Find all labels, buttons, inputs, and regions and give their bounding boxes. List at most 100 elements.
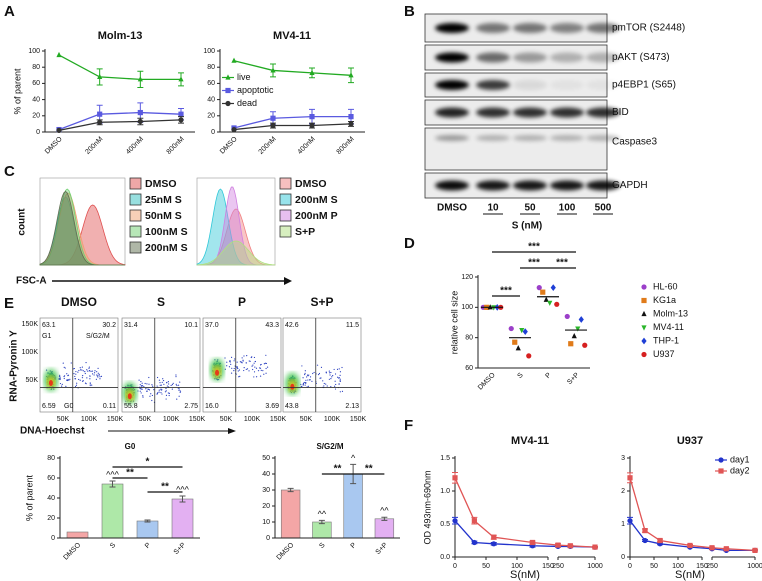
scatter-dot — [75, 370, 77, 373]
x-tick-label: 150K — [107, 416, 124, 423]
scatter-dot — [257, 370, 260, 372]
scatter-dot — [301, 365, 303, 367]
y-tick-label: 40 — [207, 96, 215, 103]
data-point — [491, 534, 497, 540]
data-point — [471, 539, 477, 546]
significance-label: *** — [556, 258, 568, 269]
data-point — [642, 528, 648, 534]
scatter-dot — [313, 371, 315, 374]
bar — [101, 483, 124, 539]
bar — [66, 531, 89, 539]
scatter-dot — [246, 355, 248, 357]
legend-marker — [641, 337, 647, 345]
gate-label: S/G2/M — [86, 333, 110, 340]
data-point — [231, 126, 237, 133]
scatter-dot — [159, 384, 161, 386]
blot-band — [513, 180, 547, 191]
scatter-dot — [259, 375, 262, 377]
significance-label: ** — [365, 464, 373, 475]
scatter-dot — [140, 380, 142, 383]
x-tick-label: 100K — [163, 416, 180, 423]
bar — [374, 518, 395, 539]
scatter-dot — [304, 370, 306, 372]
scatter-dot — [165, 387, 167, 390]
series-line — [58, 119, 182, 132]
blot-band — [513, 80, 547, 90]
protein-label: pmTOR (S2448) — [612, 23, 685, 34]
y-tick-label: 3 — [621, 455, 625, 462]
data-point — [723, 546, 729, 552]
blot-band — [435, 107, 469, 118]
scatter-x-label: DNA-Hoechst — [20, 426, 85, 437]
histogram-curve — [196, 240, 276, 266]
x-tick-label: S — [109, 542, 117, 550]
legend-label: HL-60 — [653, 281, 678, 291]
y-tick-label: 20 — [262, 503, 270, 510]
scatter-dot — [138, 379, 140, 381]
scatter-dot — [140, 392, 142, 394]
y-tick-label: 0 — [211, 129, 215, 136]
scatter-dot — [242, 359, 244, 361]
scatter-dot — [305, 382, 307, 384]
y-tick-label: 40 — [47, 495, 55, 502]
data-point — [687, 542, 693, 549]
scatter-dot — [304, 373, 306, 376]
scatter-dot — [162, 379, 165, 382]
scatter-dot — [229, 360, 231, 362]
legend-label: 200nM P — [295, 210, 338, 222]
data-point — [547, 300, 553, 306]
scatter-dot — [88, 366, 90, 368]
scatter-dot — [165, 394, 168, 396]
protein-label: BID — [612, 107, 629, 118]
blot-band — [435, 135, 469, 141]
data-point — [97, 119, 103, 125]
blot-x-label: S (nM) — [512, 221, 543, 232]
scatter-dot — [75, 373, 77, 375]
scatter-dot — [334, 373, 337, 375]
legend-swatch — [279, 193, 292, 206]
data-point — [571, 333, 577, 339]
scatter-dot — [328, 378, 330, 380]
protein-label: Caspase3 — [612, 137, 657, 148]
y-tick-label: 150K — [22, 321, 39, 328]
histogram-y-label: count — [17, 208, 28, 236]
scatter-dot — [258, 367, 261, 369]
scatter-dot — [63, 375, 66, 377]
x-tick-label: 100 — [672, 563, 684, 570]
scatter-dot — [164, 391, 167, 393]
scatter-dot — [330, 386, 332, 388]
y-axis-label: relative cell size — [449, 291, 459, 355]
legend-marker — [641, 351, 647, 358]
blot-band — [513, 23, 547, 33]
scatter-dot — [240, 361, 243, 363]
scatter-frame — [39, 317, 119, 413]
data-point — [178, 76, 184, 82]
data-point — [471, 518, 477, 524]
y-tick-label: 20 — [207, 113, 215, 120]
scatter-dot — [229, 360, 231, 363]
quadrant-value: 63.1 — [42, 322, 56, 329]
lane-label: 500 — [595, 203, 612, 214]
legend-label: U937 — [653, 349, 675, 359]
scatter-dot — [330, 371, 332, 374]
legend-label: 100nM S — [145, 226, 188, 238]
data-point — [627, 475, 633, 481]
legend-marker — [225, 74, 231, 80]
x-tick-label: DMSO — [276, 541, 296, 561]
data-point — [137, 76, 143, 82]
scatter-dot — [75, 384, 78, 386]
protein-label: p4EBP1 (S65) — [612, 80, 676, 91]
gate-label: G0 — [64, 403, 73, 410]
scatter-dot — [254, 366, 256, 368]
panel-label: D — [404, 235, 415, 252]
scatter-dot — [148, 389, 151, 391]
scatter-dot — [304, 384, 306, 386]
y-tick-label: 0 — [266, 535, 270, 542]
data-point — [508, 325, 514, 332]
scatter-dot — [263, 363, 265, 365]
blot-band — [586, 107, 620, 118]
scatter-dot — [339, 380, 341, 383]
x-tick-label: S+P — [566, 372, 581, 387]
x-tick-label: 1000 — [747, 563, 762, 570]
scatter-dot — [311, 380, 313, 383]
